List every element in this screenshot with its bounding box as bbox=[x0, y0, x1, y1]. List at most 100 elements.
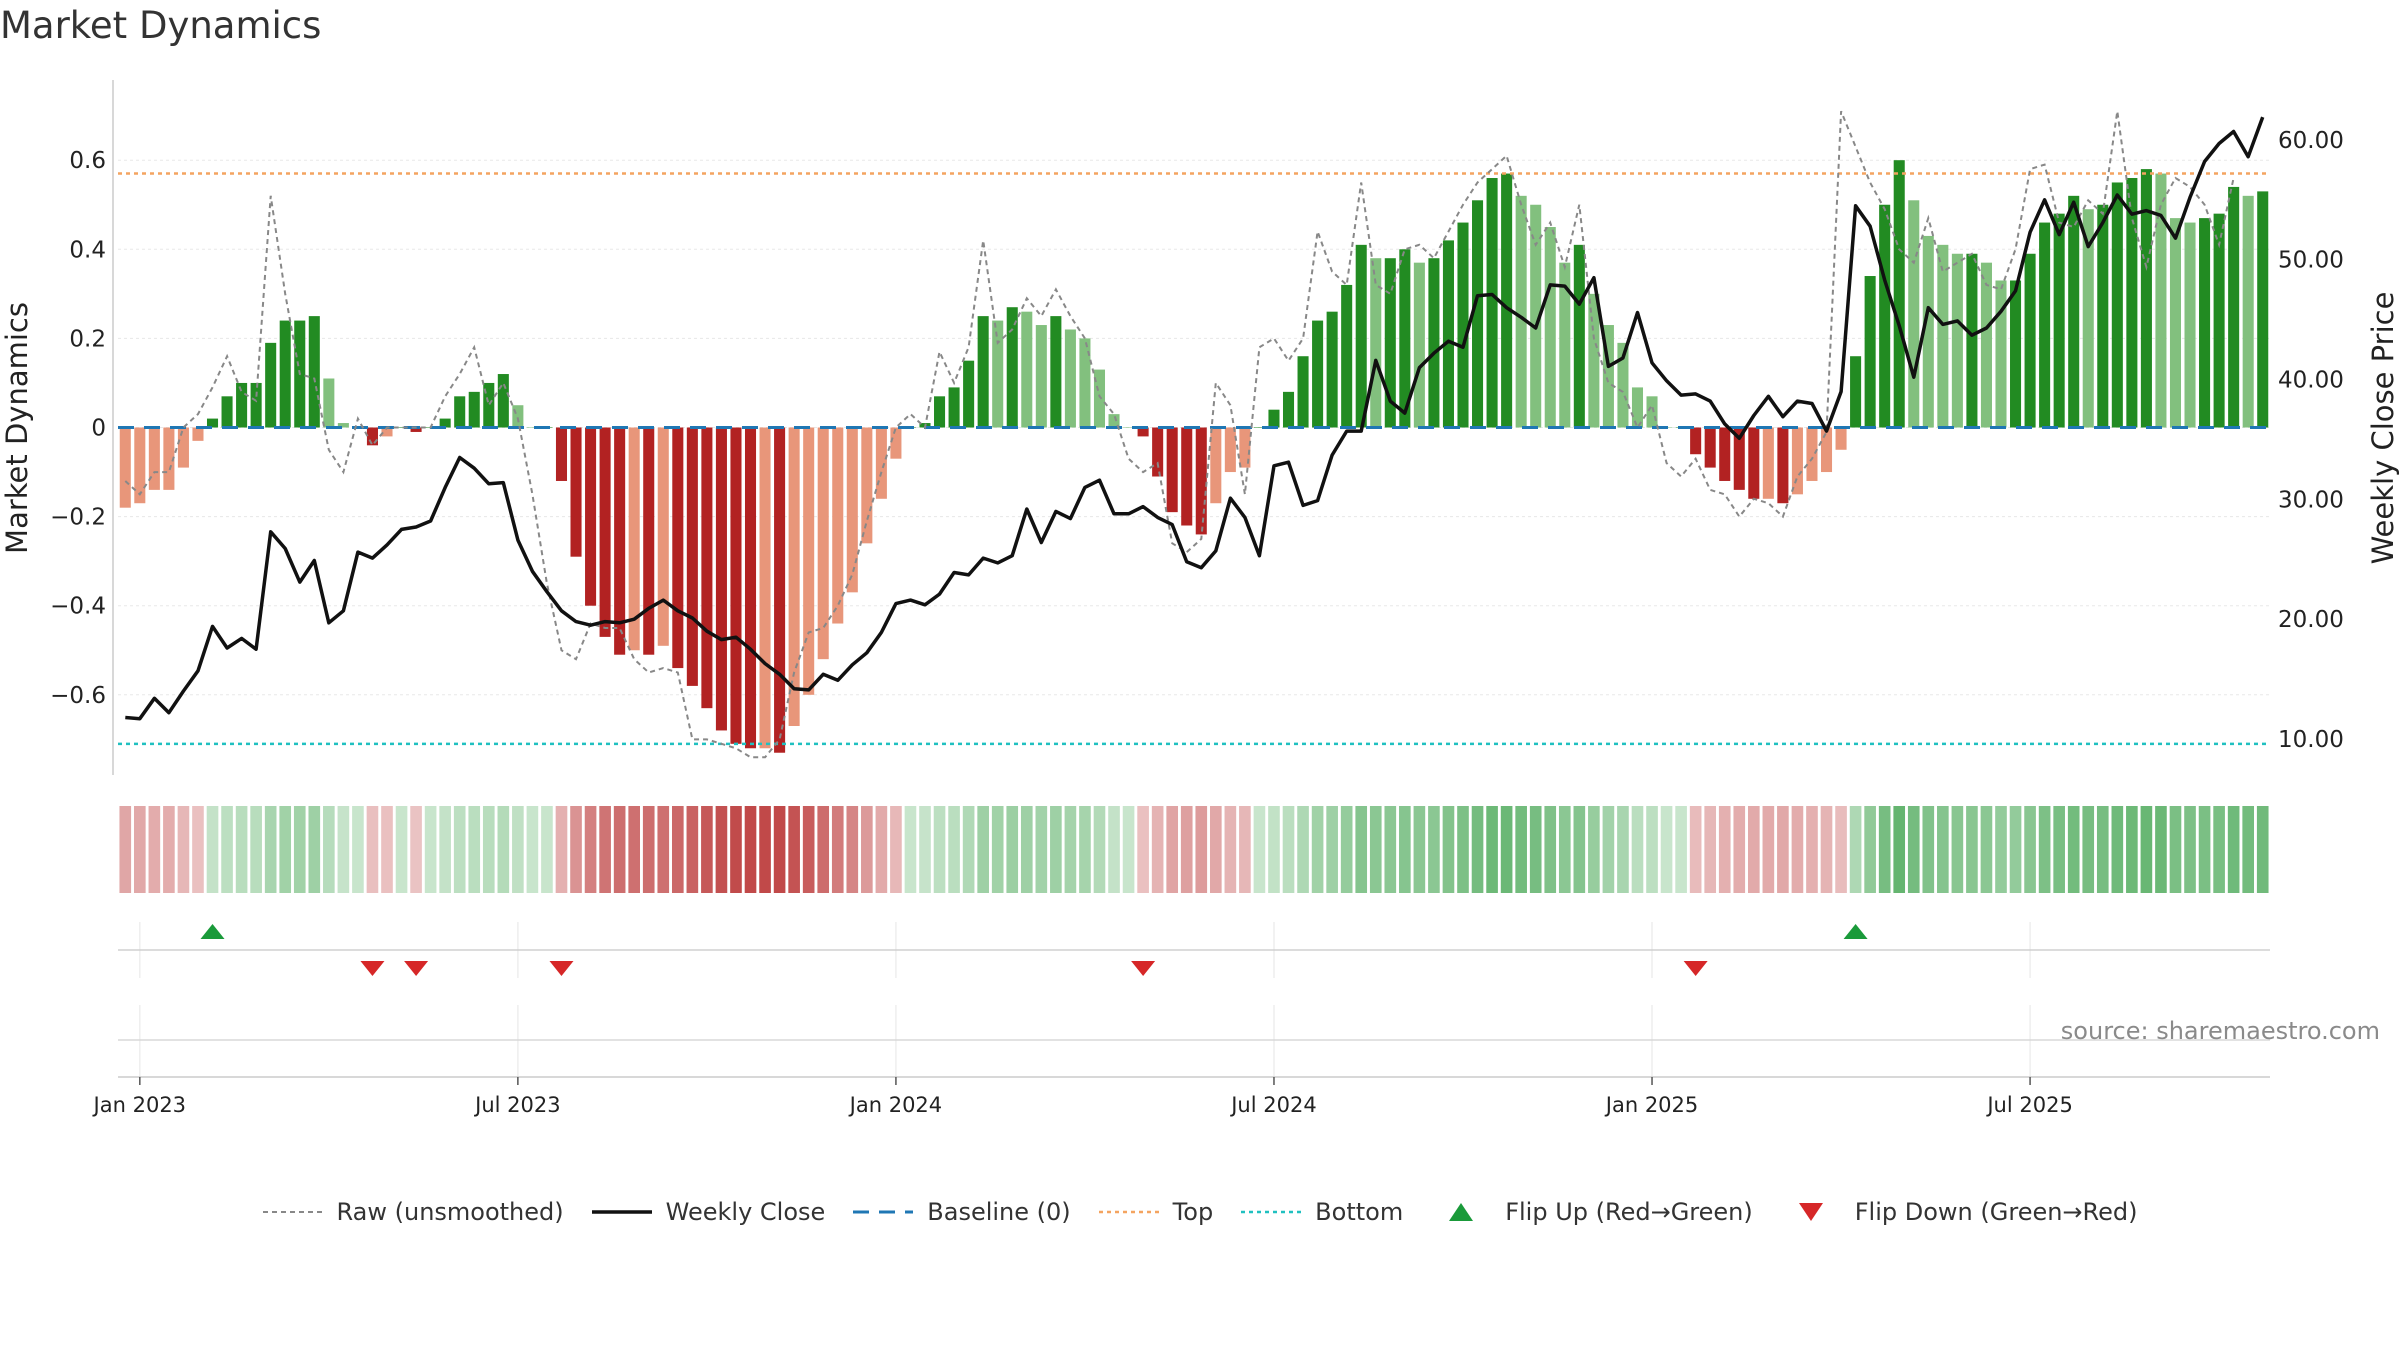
regime-cell bbox=[1079, 806, 1091, 893]
momentum-bar bbox=[1995, 280, 2007, 428]
regime-cell bbox=[904, 806, 917, 893]
momentum-bar bbox=[206, 418, 219, 428]
regime-cell bbox=[308, 806, 321, 893]
flip-down-marker bbox=[1131, 961, 1156, 976]
momentum-bar bbox=[977, 316, 989, 428]
regime-cell bbox=[177, 806, 190, 893]
flip-down-marker bbox=[1683, 961, 1708, 976]
momentum-bar bbox=[585, 427, 597, 606]
momentum-bar bbox=[1704, 427, 1716, 468]
legend-label: Top bbox=[1172, 1198, 1214, 1226]
regime-cell bbox=[119, 806, 132, 893]
regime-cell bbox=[1137, 806, 1149, 893]
momentum-bar bbox=[1733, 427, 1745, 490]
momentum-bar bbox=[599, 427, 611, 637]
regime-cell bbox=[133, 806, 146, 893]
regime-cell bbox=[1515, 806, 1527, 893]
regime-cell bbox=[1471, 806, 1484, 893]
regime-cell bbox=[1428, 806, 1440, 893]
momentum-bar bbox=[1588, 293, 1600, 428]
legend: Raw (unsmoothed) Weekly Close Baseline (… bbox=[0, 1198, 2400, 1226]
regime-cell bbox=[1050, 806, 1062, 893]
momentum-bar bbox=[1341, 284, 1353, 428]
regime-cell bbox=[2067, 806, 2080, 893]
regime-cell bbox=[1035, 806, 1048, 893]
momentum-bar bbox=[1137, 427, 1149, 437]
weekly-close-line bbox=[125, 116, 2265, 721]
momentum-bar bbox=[686, 427, 698, 686]
regime-cell bbox=[1195, 806, 1208, 893]
top-line-key-icon bbox=[1098, 1202, 1159, 1222]
momentum-bar bbox=[875, 427, 887, 499]
regime-cell bbox=[613, 806, 626, 893]
momentum-bar bbox=[1748, 427, 1760, 499]
regime-cell bbox=[1689, 806, 1702, 893]
momentum-bar bbox=[1806, 427, 1818, 481]
legend-label: Flip Up (Red→Green) bbox=[1505, 1198, 1753, 1226]
momentum-bar bbox=[308, 316, 320, 428]
triangle-up-icon bbox=[1431, 1202, 1491, 1222]
momentum-bar bbox=[2169, 218, 2182, 428]
momentum-bar bbox=[934, 396, 946, 428]
momentum-bar bbox=[1515, 195, 1527, 428]
momentum-bar bbox=[1035, 325, 1047, 428]
momentum-bar bbox=[1559, 262, 1571, 428]
triangle-down-icon bbox=[1781, 1202, 1841, 1222]
regime-cell bbox=[1166, 806, 1179, 893]
regime-cell bbox=[1122, 806, 1135, 893]
legend-label: Baseline (0) bbox=[927, 1198, 1071, 1226]
momentum-bar bbox=[672, 427, 684, 669]
baseline-key-icon bbox=[853, 1202, 914, 1222]
momentum-bar bbox=[148, 427, 160, 490]
momentum-bar bbox=[2228, 186, 2240, 428]
legend-item-baseline: Baseline (0) bbox=[853, 1198, 1071, 1226]
regime-cell bbox=[1311, 806, 1324, 893]
regime-cell bbox=[235, 806, 248, 893]
momentum-bar bbox=[1064, 329, 1076, 428]
momentum-bar bbox=[715, 427, 727, 731]
regime-cell bbox=[2256, 806, 2269, 893]
x-tick-label: Jul 2025 bbox=[1985, 1093, 2072, 1117]
regime-cell bbox=[1413, 806, 1426, 893]
regime-cell bbox=[759, 806, 771, 893]
regime-cell bbox=[1893, 806, 1906, 893]
legend-item-top: Top bbox=[1098, 1198, 1214, 1226]
flip-up-marker bbox=[1843, 924, 1868, 939]
regime-cell bbox=[453, 806, 466, 893]
regime-cell bbox=[1646, 806, 1658, 893]
momentum-bar bbox=[555, 427, 568, 481]
regime-cell bbox=[1966, 806, 1978, 893]
regime-cell bbox=[1384, 806, 1397, 893]
momentum-bar bbox=[1544, 227, 1556, 428]
momentum-bar bbox=[846, 427, 858, 593]
momentum-bar bbox=[1835, 427, 1847, 450]
y2-tick-label: 20.00 bbox=[2278, 607, 2344, 633]
momentum-bar bbox=[1908, 200, 1920, 428]
regime-cell bbox=[1442, 806, 1455, 893]
momentum-bar bbox=[759, 427, 771, 749]
momentum-bar bbox=[2053, 213, 2065, 428]
momentum-bar bbox=[250, 382, 262, 428]
regime-cell bbox=[1602, 806, 1615, 893]
momentum-bar bbox=[1457, 222, 1469, 428]
regime-cell bbox=[657, 806, 670, 893]
regime-cell bbox=[1151, 806, 1164, 893]
regime-cell bbox=[1878, 806, 1891, 893]
regime-cell bbox=[919, 806, 931, 893]
legend-label: Raw (unsmoothed) bbox=[336, 1198, 564, 1226]
momentum-bar bbox=[2111, 182, 2123, 428]
regime-cell bbox=[1369, 806, 1382, 893]
momentum-bar bbox=[1937, 244, 1949, 428]
momentum-bar bbox=[2213, 213, 2225, 428]
momentum-bar bbox=[817, 427, 829, 660]
regime-cell bbox=[875, 806, 888, 893]
regime-cell bbox=[1020, 806, 1033, 893]
momentum-bar bbox=[1006, 307, 1018, 428]
regime-cell bbox=[817, 806, 830, 893]
momentum-bar bbox=[279, 320, 291, 428]
momentum-bar bbox=[2010, 280, 2022, 428]
y-axis-right: 60.00 50.00 40.00 30.00 20.00 10.00 bbox=[2278, 128, 2344, 753]
legend-label: Weekly Close bbox=[665, 1198, 826, 1226]
regime-cell bbox=[686, 806, 699, 893]
legend-item-flip-up: Flip Up (Red→Green) bbox=[1431, 1198, 1753, 1226]
